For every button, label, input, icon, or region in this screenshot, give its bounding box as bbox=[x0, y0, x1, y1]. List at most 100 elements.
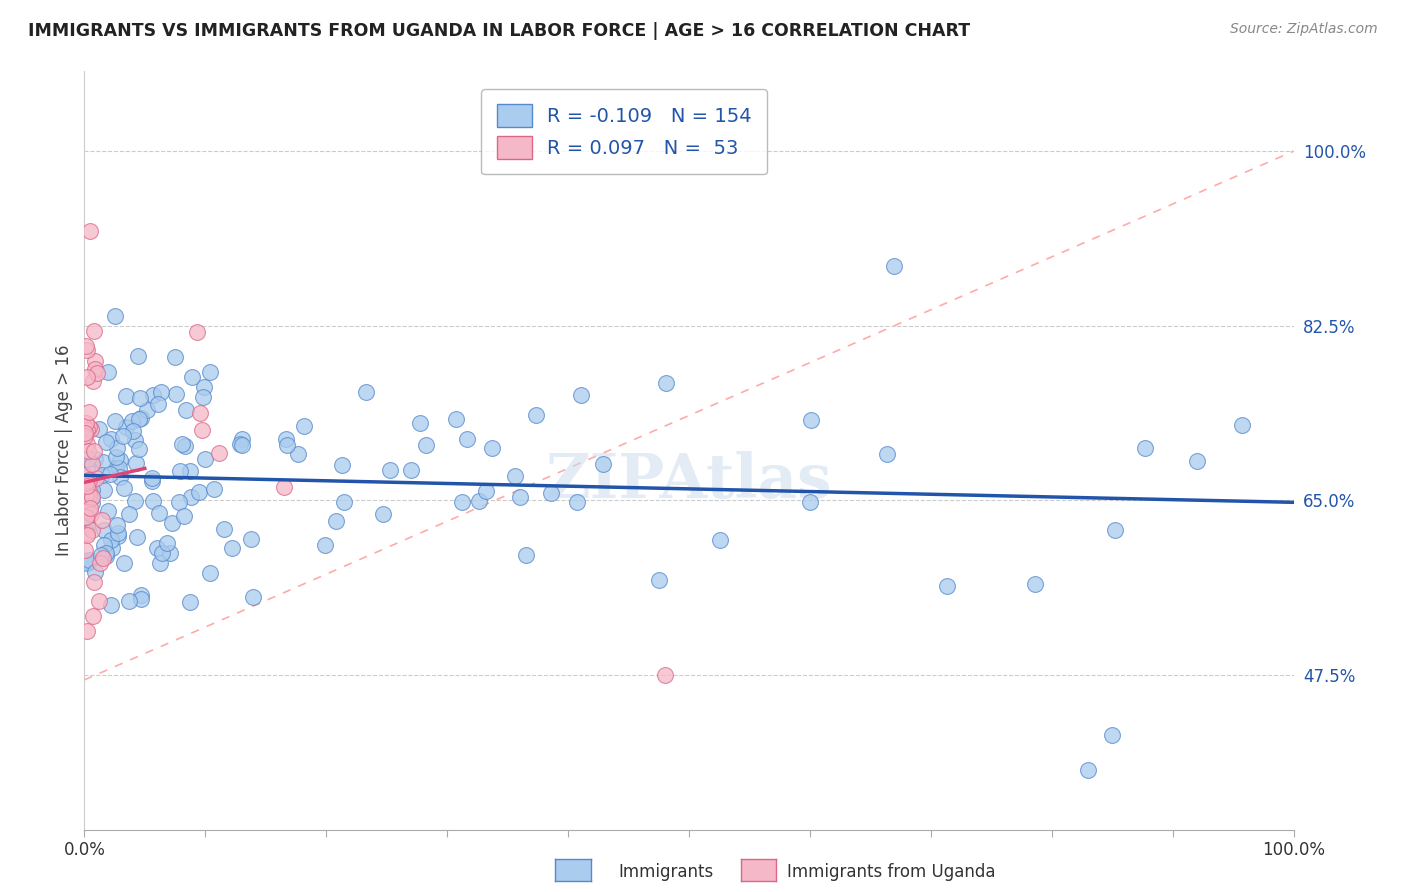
Point bbox=[325, 514, 347, 528]
Point bbox=[129, 411, 152, 425]
Point bbox=[93, 483, 115, 498]
Point bbox=[540, 486, 562, 500]
Point bbox=[76, 503, 98, 517]
Point bbox=[79, 555, 101, 569]
Point bbox=[565, 495, 588, 509]
Point bbox=[188, 406, 211, 420]
Point bbox=[571, 388, 593, 402]
Point bbox=[124, 456, 146, 470]
Point bbox=[165, 387, 187, 401]
Point bbox=[212, 522, 235, 536]
Point bbox=[75, 509, 97, 524]
Text: Immigrants: Immigrants bbox=[619, 863, 714, 881]
Point bbox=[187, 485, 209, 500]
Point bbox=[77, 420, 100, 434]
Point bbox=[509, 490, 531, 504]
Point bbox=[73, 467, 96, 482]
Point bbox=[111, 429, 134, 443]
Point bbox=[86, 367, 108, 381]
Point bbox=[100, 533, 122, 548]
Point bbox=[100, 432, 122, 446]
Point bbox=[1104, 523, 1126, 537]
Point bbox=[149, 556, 172, 570]
Point bbox=[80, 490, 103, 504]
Point bbox=[191, 423, 214, 437]
Point bbox=[96, 549, 118, 563]
Point bbox=[1135, 441, 1157, 455]
Point bbox=[76, 436, 98, 450]
Point bbox=[79, 405, 101, 419]
Point bbox=[935, 579, 957, 593]
Point bbox=[76, 624, 98, 639]
Point bbox=[77, 451, 100, 466]
Point bbox=[97, 365, 120, 379]
Point bbox=[380, 463, 402, 477]
Point bbox=[468, 494, 491, 508]
Point bbox=[83, 574, 105, 589]
Point bbox=[160, 516, 183, 531]
Point bbox=[229, 437, 252, 451]
Point bbox=[104, 450, 127, 464]
Point bbox=[515, 549, 537, 563]
Point bbox=[655, 376, 678, 390]
Point bbox=[84, 566, 107, 580]
Point bbox=[292, 418, 315, 433]
Point bbox=[73, 418, 96, 433]
Point bbox=[73, 426, 96, 441]
Text: Source: ZipAtlas.com: Source: ZipAtlas.com bbox=[1230, 22, 1378, 37]
Point bbox=[75, 339, 97, 353]
Point bbox=[91, 455, 114, 469]
Point bbox=[180, 490, 202, 504]
Point bbox=[76, 520, 98, 534]
Point bbox=[79, 224, 101, 238]
Y-axis label: In Labor Force | Age > 16: In Labor Force | Age > 16 bbox=[55, 344, 73, 557]
Point bbox=[110, 453, 132, 467]
Point bbox=[371, 508, 394, 522]
Point bbox=[84, 353, 107, 368]
Point bbox=[198, 566, 221, 580]
Point bbox=[129, 588, 152, 602]
Point bbox=[73, 542, 96, 557]
Point bbox=[76, 528, 98, 542]
Point bbox=[76, 479, 98, 493]
Point bbox=[179, 464, 201, 478]
Point bbox=[73, 499, 96, 513]
Point bbox=[186, 325, 208, 339]
Text: IMMIGRANTS VS IMMIGRANTS FROM UGANDA IN LABOR FORCE | AGE > 16 CORRELATION CHART: IMMIGRANTS VS IMMIGRANTS FROM UGANDA IN … bbox=[28, 22, 970, 40]
Point bbox=[142, 387, 165, 401]
Point bbox=[127, 349, 149, 363]
Point bbox=[167, 495, 190, 509]
Point bbox=[274, 432, 297, 446]
Point bbox=[82, 483, 104, 498]
Point bbox=[107, 460, 129, 475]
Point bbox=[524, 408, 547, 422]
Point bbox=[193, 390, 215, 404]
Point bbox=[82, 490, 104, 504]
Point bbox=[98, 467, 121, 481]
Point bbox=[128, 412, 150, 426]
Point bbox=[409, 416, 432, 430]
Point bbox=[503, 469, 526, 483]
Point bbox=[287, 447, 309, 461]
Point bbox=[89, 422, 111, 436]
Point bbox=[76, 370, 98, 384]
Point bbox=[314, 537, 336, 551]
Point bbox=[79, 422, 101, 436]
Point bbox=[84, 471, 107, 485]
Point bbox=[121, 414, 143, 428]
Point bbox=[91, 467, 114, 482]
Point bbox=[202, 482, 225, 496]
Point bbox=[135, 403, 157, 417]
Point bbox=[179, 595, 201, 609]
Point bbox=[76, 526, 98, 541]
Point bbox=[239, 532, 262, 546]
Point bbox=[114, 481, 136, 495]
Point bbox=[77, 489, 100, 503]
Point bbox=[276, 438, 298, 452]
Point bbox=[75, 475, 97, 489]
Point bbox=[474, 484, 496, 499]
Point bbox=[208, 445, 231, 459]
Point bbox=[75, 489, 97, 503]
Point bbox=[273, 480, 295, 494]
Point bbox=[97, 504, 120, 518]
